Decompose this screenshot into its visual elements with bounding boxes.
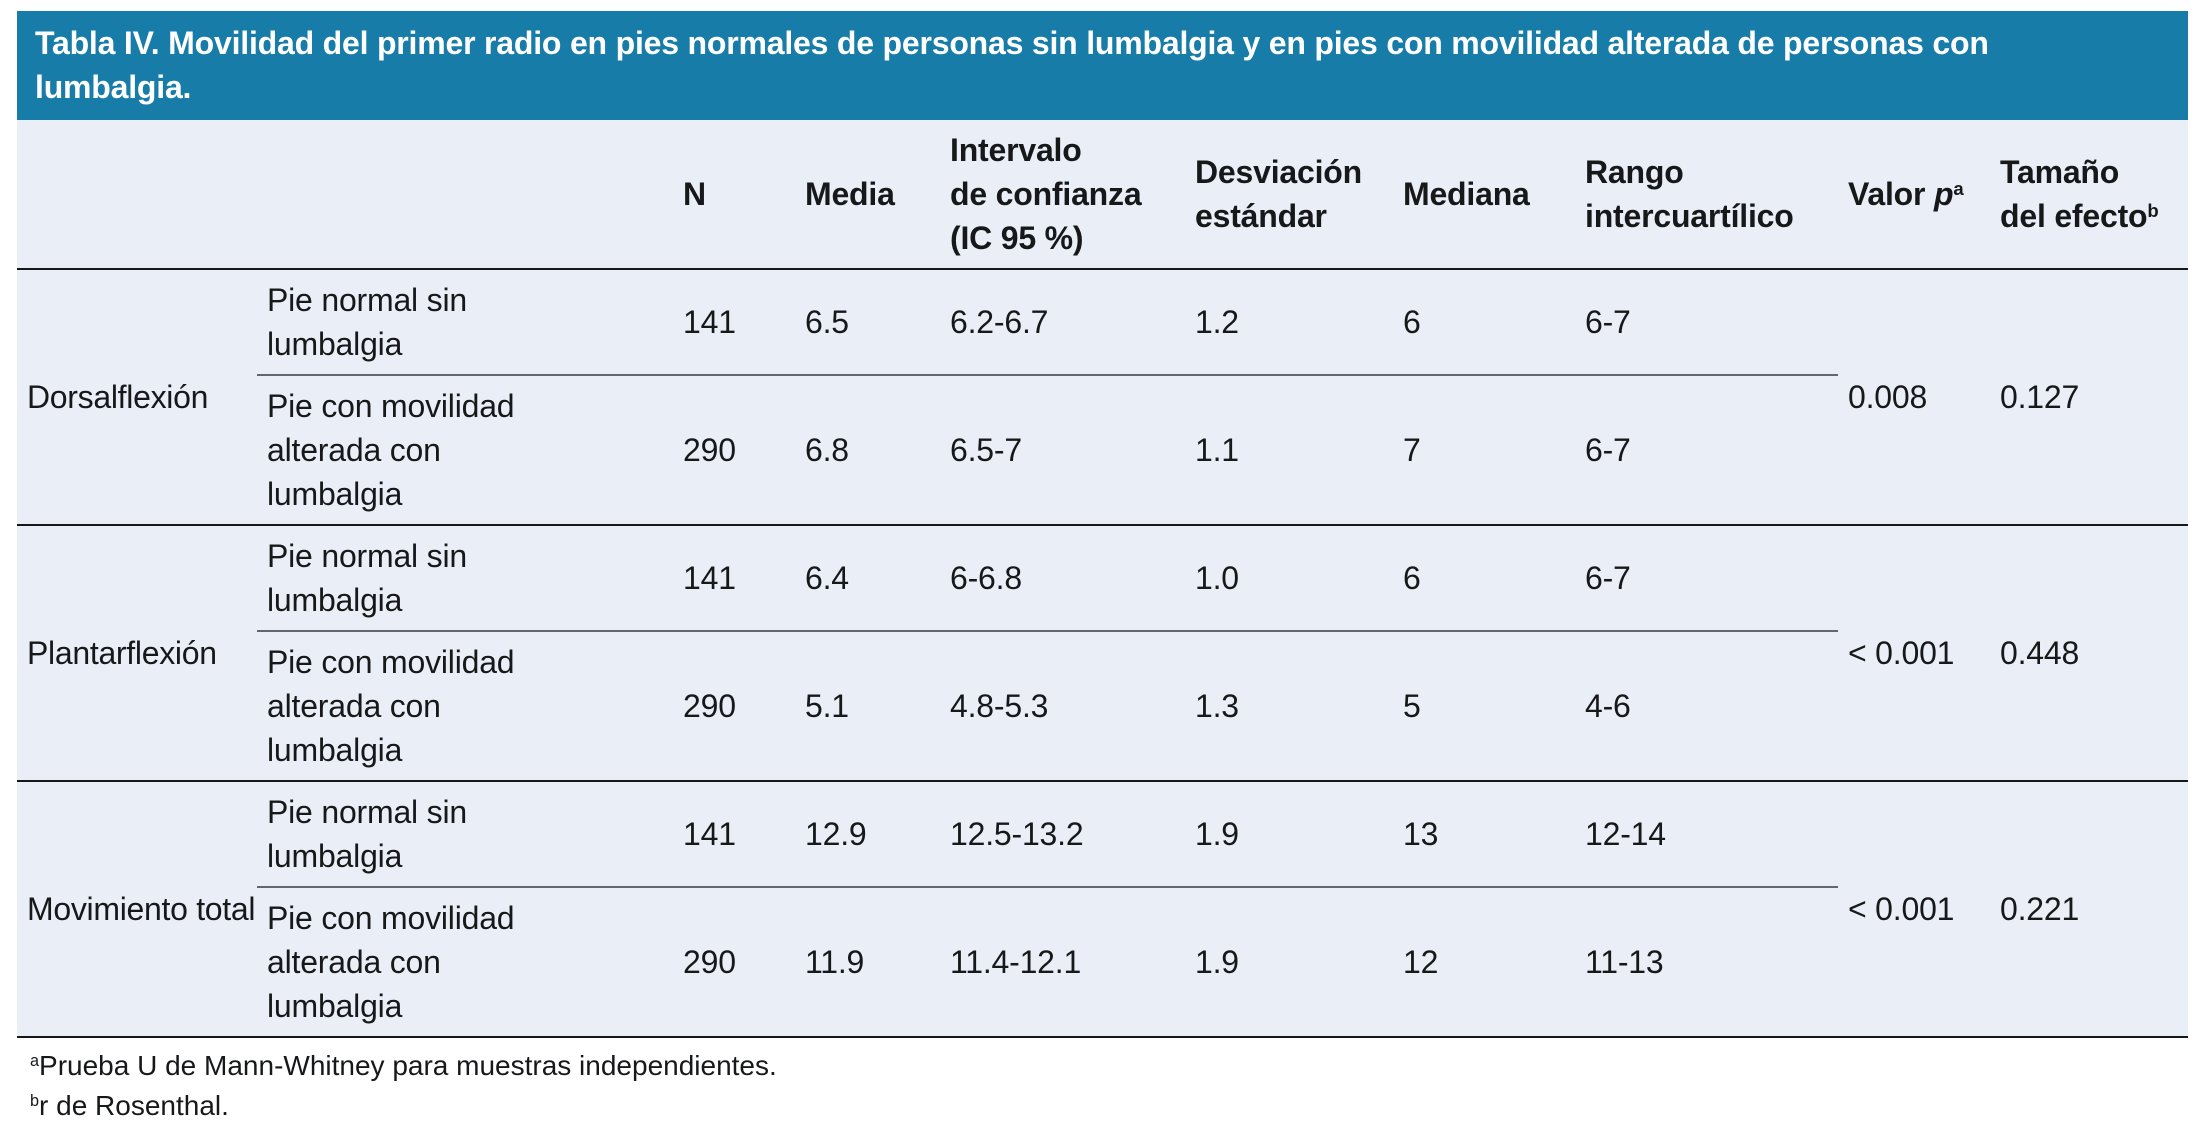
col-header-desviacion: Desviación estándar — [1195, 154, 1362, 234]
valor-p-cell: < 0.001 — [1848, 635, 1955, 671]
de-cell: 1.0 — [1195, 560, 1239, 596]
media-cell: 11.9 — [795, 886, 940, 1037]
condition-cell: Pie con movilidad alterada con lumbalgia — [257, 886, 673, 1037]
mediana-cell: 5 — [1393, 630, 1575, 781]
ic-cell: 6.2-6.7 — [950, 304, 1049, 340]
rango-cell: 6-7 — [1585, 304, 1631, 340]
col-header-n: N — [683, 176, 706, 212]
table-row: Movimiento total Pie normal sin lumbalgi… — [17, 781, 2188, 927]
table-iv-card: Tabla IV. Movilidad del primer radio en … — [17, 11, 2188, 1126]
condition-cell: Pie normal sin lumbalgia — [267, 538, 467, 618]
media-cell: 6.8 — [795, 374, 940, 525]
de-cell: 1.3 — [1185, 630, 1393, 781]
de-cell: 1.9 — [1185, 886, 1393, 1037]
de-cell: 1.1 — [1185, 374, 1393, 525]
col-header-intervalo: Intervalo de confianza (IC 95 %) — [950, 132, 1142, 256]
n-cell: 290 — [673, 630, 795, 781]
tamano-efecto-cell: 0.448 — [2000, 635, 2080, 671]
table-row: Plantarflexión Pie normal sin lumbalgia … — [17, 525, 2188, 671]
valor-p-cell: 0.008 — [1848, 379, 1928, 415]
mediana-cell: 6 — [1403, 560, 1421, 596]
footnote-b: br de Rosenthal. — [30, 1090, 229, 1121]
n-cell: 141 — [683, 816, 736, 852]
condition-cell: Pie normal sin lumbalgia — [267, 282, 467, 362]
ic-cell: 11.4-12.1 — [940, 886, 1185, 1037]
condition-cell: Pie normal sin lumbalgia — [267, 794, 467, 874]
group-label-movimiento-total: Movimiento total — [27, 891, 256, 927]
col-header-mediana: Mediana — [1403, 176, 1530, 212]
de-cell: 1.2 — [1195, 304, 1239, 340]
rango-cell: 11-13 — [1575, 886, 1838, 1037]
rango-cell: 4-6 — [1575, 630, 1838, 781]
condition-cell: Pie con movilidad alterada con lumbalgia — [257, 374, 673, 525]
tamano-efecto-cell: 0.221 — [2000, 891, 2080, 927]
mobility-data-table: N Media Intervalo de confianza (IC 95 %)… — [17, 120, 2188, 1038]
group-label-plantarflexion: Plantarflexión — [27, 635, 217, 671]
col-header-tamano-efecto: Tamaño del efectob — [2000, 154, 2159, 234]
tamano-efecto-cell: 0.127 — [2000, 379, 2080, 415]
col-header-rango: Rango intercuartílico — [1585, 154, 1794, 234]
col-header-group — [17, 120, 257, 269]
n-cell: 141 — [683, 304, 736, 340]
footnote-a: aPrueba U de Mann-Whitney para muestras … — [30, 1050, 777, 1081]
mediana-cell: 13 — [1403, 816, 1439, 852]
ic-cell: 12.5-13.2 — [950, 816, 1084, 852]
table-row: Dorsalflexión Pie normal sin lumbalgia 1… — [17, 269, 2188, 415]
ic-cell: 6.5-7 — [940, 374, 1185, 525]
n-cell: 290 — [673, 374, 795, 525]
mediana-cell: 12 — [1393, 886, 1575, 1037]
n-cell: 290 — [673, 886, 795, 1037]
header-row: N Media Intervalo de confianza (IC 95 %)… — [17, 120, 2188, 269]
ic-cell: 6-6.8 — [950, 560, 1022, 596]
valor-p-cell: < 0.001 — [1848, 891, 1955, 927]
table-title-bar: Tabla IV. Movilidad del primer radio en … — [17, 11, 2188, 120]
col-header-valor-p: Valor pa — [1848, 176, 1964, 212]
table-row: Pie con movilidad alterada con lumbalgia… — [17, 374, 2188, 525]
rango-cell: 6-7 — [1585, 560, 1631, 596]
condition-cell: Pie con movilidad alterada con lumbalgia — [257, 630, 673, 781]
group-label-dorsalflexion: Dorsalflexión — [27, 379, 209, 415]
rango-cell: 6-7 — [1575, 374, 1838, 525]
media-cell: 6.4 — [805, 560, 849, 596]
ic-cell: 4.8-5.3 — [940, 630, 1185, 781]
mediana-cell: 7 — [1393, 374, 1575, 525]
mediana-cell: 6 — [1403, 304, 1421, 340]
table-row: Pie con movilidad alterada con lumbalgia… — [17, 630, 2188, 781]
media-cell: 12.9 — [805, 816, 867, 852]
table-row: Pie con movilidad alterada con lumbalgia… — [17, 886, 2188, 1037]
rango-cell: 12-14 — [1585, 816, 1666, 852]
media-cell: 5.1 — [795, 630, 940, 781]
table-title: Tabla IV. Movilidad del primer radio en … — [35, 25, 1989, 105]
col-header-condition — [257, 120, 673, 269]
media-cell: 6.5 — [805, 304, 849, 340]
de-cell: 1.9 — [1195, 816, 1239, 852]
footnotes: aPrueba U de Mann-Whitney para muestras … — [30, 1046, 2188, 1126]
col-header-media: Media — [805, 176, 895, 212]
n-cell: 141 — [683, 560, 736, 596]
